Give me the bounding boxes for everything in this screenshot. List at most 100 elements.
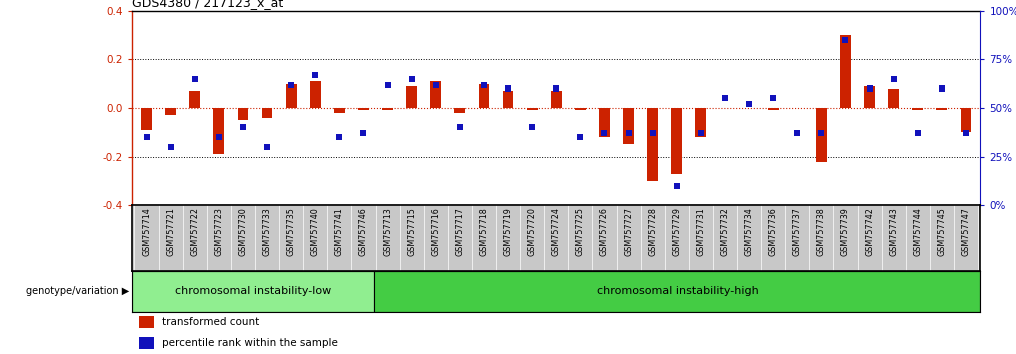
Bar [166, 108, 176, 115]
Text: GSM757740: GSM757740 [311, 207, 320, 256]
Bar [334, 108, 344, 113]
Bar [939, 85, 945, 92]
Bar [189, 91, 200, 108]
Bar [505, 85, 511, 92]
Bar [554, 85, 559, 92]
Text: GSM757738: GSM757738 [817, 207, 826, 256]
Bar [842, 37, 848, 43]
Text: GSM757721: GSM757721 [167, 207, 175, 256]
Text: GSM757736: GSM757736 [769, 207, 777, 256]
Bar [577, 134, 583, 140]
Bar [285, 84, 297, 108]
Bar [141, 108, 152, 130]
Text: GSM757729: GSM757729 [673, 207, 682, 256]
Text: GSM757745: GSM757745 [938, 207, 946, 256]
Bar [722, 95, 727, 101]
Bar [674, 183, 680, 189]
Bar [132, 271, 375, 312]
Text: GSM757714: GSM757714 [142, 207, 151, 256]
Text: GDS4380 / 217123_x_at: GDS4380 / 217123_x_at [132, 0, 283, 10]
Text: GSM757725: GSM757725 [576, 207, 585, 256]
Text: chromosomal instability-low: chromosomal instability-low [175, 286, 331, 296]
Bar [795, 130, 801, 136]
Text: GSM757723: GSM757723 [214, 207, 224, 256]
Bar [264, 144, 270, 150]
Text: GSM757735: GSM757735 [287, 207, 296, 256]
Text: GSM757734: GSM757734 [745, 207, 754, 256]
Bar [914, 130, 920, 136]
Bar [746, 101, 752, 107]
Text: transformed count: transformed count [163, 317, 259, 327]
Bar [408, 76, 415, 82]
Bar [336, 134, 342, 140]
Text: GSM757747: GSM757747 [961, 207, 970, 256]
Bar [888, 88, 899, 108]
Bar [672, 108, 682, 174]
Text: GSM757744: GSM757744 [913, 207, 923, 256]
Bar [551, 91, 562, 108]
Text: GSM757732: GSM757732 [720, 207, 729, 256]
Bar [312, 72, 318, 78]
Bar [529, 124, 535, 131]
Bar [238, 108, 248, 120]
Text: GSM757720: GSM757720 [527, 207, 536, 256]
Text: GSM757742: GSM757742 [865, 207, 874, 256]
Bar [526, 108, 537, 110]
Bar [865, 86, 875, 108]
Bar [358, 108, 369, 110]
Bar [375, 271, 980, 312]
Text: GSM757716: GSM757716 [431, 207, 440, 256]
Bar [143, 134, 149, 140]
Text: GSM757728: GSM757728 [648, 207, 657, 256]
Bar [816, 108, 827, 161]
Bar [867, 85, 873, 92]
Bar [601, 130, 608, 136]
Bar [457, 124, 463, 131]
Bar [289, 81, 294, 88]
Bar [361, 130, 367, 136]
Text: GSM757746: GSM757746 [359, 207, 368, 256]
Text: GSM757722: GSM757722 [190, 207, 199, 256]
Bar [310, 81, 321, 108]
Bar [262, 108, 272, 118]
Text: GSM757730: GSM757730 [239, 207, 248, 256]
Bar [695, 108, 706, 137]
Text: GSM757718: GSM757718 [480, 207, 489, 256]
Text: GSM757719: GSM757719 [504, 207, 512, 256]
Bar [385, 81, 390, 88]
Text: GSM757743: GSM757743 [889, 207, 898, 256]
Bar [215, 134, 221, 140]
Bar [770, 95, 776, 101]
Text: GSM757724: GSM757724 [552, 207, 561, 256]
Text: percentile rank within the sample: percentile rank within the sample [163, 338, 338, 348]
Bar [139, 337, 153, 349]
Bar [433, 81, 439, 88]
Bar [503, 91, 513, 108]
Text: GSM757713: GSM757713 [383, 207, 392, 256]
Bar [912, 108, 924, 110]
Bar [623, 108, 634, 144]
Bar [599, 108, 610, 137]
Bar [963, 130, 969, 136]
Bar [768, 108, 778, 110]
Bar [575, 108, 586, 110]
Text: GSM757733: GSM757733 [262, 207, 271, 256]
Bar [960, 108, 971, 132]
Bar [626, 130, 632, 136]
Bar [649, 130, 655, 136]
Bar [139, 316, 153, 328]
Bar [937, 108, 947, 110]
Bar [240, 124, 246, 131]
Text: GSM757731: GSM757731 [696, 207, 705, 256]
Bar [479, 84, 490, 108]
Text: GSM757715: GSM757715 [407, 207, 417, 256]
Text: chromosomal instability-high: chromosomal instability-high [596, 286, 758, 296]
Bar [213, 108, 225, 154]
Text: GSM757737: GSM757737 [792, 207, 802, 256]
Bar [647, 108, 658, 181]
Bar [406, 86, 418, 108]
Bar [840, 35, 850, 108]
Bar [168, 144, 174, 150]
Text: GSM757717: GSM757717 [455, 207, 464, 256]
Text: GSM757727: GSM757727 [624, 207, 633, 256]
